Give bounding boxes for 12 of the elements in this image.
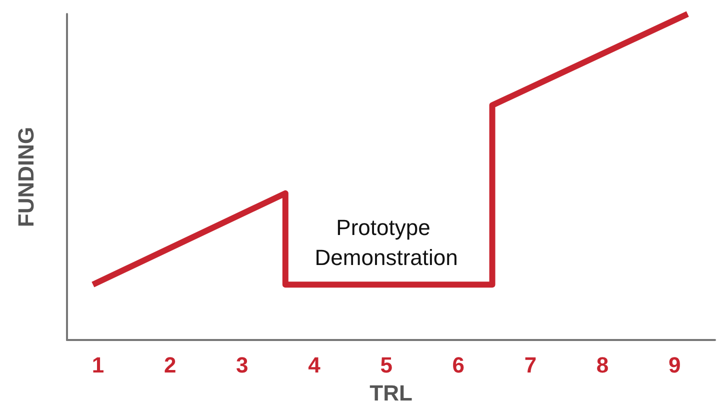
x-tick-label: 9	[668, 352, 681, 378]
x-tick-label: 1	[92, 352, 104, 378]
x-tick-label: 5	[380, 352, 392, 378]
annotation: Prototype Demonstration	[314, 215, 458, 270]
y-axis-title: FUNDING	[14, 126, 38, 228]
x-tick-label: 6	[452, 352, 465, 378]
x-tick-label: 8	[596, 352, 609, 378]
x-tick-label: 7	[524, 352, 537, 378]
x-tick-label: 3	[236, 352, 248, 378]
x-tick-label: 2	[164, 352, 176, 378]
x-axis-title: TRL	[370, 380, 412, 406]
x-tick-label: 4	[308, 352, 322, 378]
